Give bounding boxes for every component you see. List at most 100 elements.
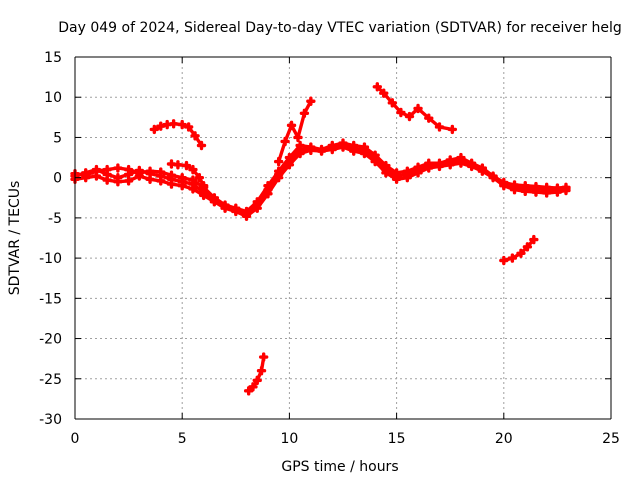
data-point — [402, 169, 413, 180]
data-point — [424, 160, 434, 171]
y-tick-label: -15 — [39, 291, 62, 307]
data-point — [434, 160, 445, 170]
data-point — [113, 163, 123, 173]
data-point — [507, 253, 518, 263]
x-tick-label: 15 — [388, 431, 406, 447]
data-point — [531, 184, 541, 194]
data-point — [413, 103, 423, 114]
data-point — [447, 124, 458, 135]
data-point — [381, 164, 391, 175]
data-point — [520, 183, 530, 193]
series-arc-3 — [70, 140, 571, 219]
data-point — [391, 171, 402, 181]
axes — [74, 56, 612, 420]
data-point — [145, 168, 155, 179]
data-point — [241, 209, 252, 219]
y-tick-label: -5 — [48, 211, 62, 227]
grid — [75, 57, 611, 419]
data-point — [522, 242, 533, 252]
data-point — [156, 121, 166, 131]
data-point — [196, 140, 207, 151]
data-point — [248, 382, 258, 392]
data-point — [256, 366, 267, 376]
x-tick-label: 0 — [71, 431, 80, 447]
data-point — [295, 144, 305, 155]
data-point — [396, 107, 406, 118]
data-point — [379, 88, 389, 98]
y-tick-labels: -30 -25 -20 -15 -10 -5 0 5 10 15 — [39, 50, 62, 428]
data-point — [293, 132, 303, 143]
data-point — [349, 144, 359, 154]
data-point — [370, 153, 380, 164]
y-tick-label: -25 — [39, 372, 62, 388]
data-point — [338, 140, 348, 151]
data-point — [280, 136, 290, 147]
data-point — [181, 160, 192, 171]
data-point — [488, 172, 498, 182]
x-tick-label: 5 — [178, 431, 187, 447]
data-point — [404, 111, 415, 122]
series-arc-8 — [499, 234, 539, 266]
data-point — [316, 145, 327, 156]
data-point — [516, 248, 526, 258]
series-arc-7 — [372, 82, 458, 135]
data-point — [477, 164, 488, 175]
data-point — [123, 169, 134, 180]
data-point — [434, 122, 445, 132]
data-point — [284, 156, 295, 167]
y-tick-label: -30 — [39, 412, 62, 428]
data-point — [387, 98, 398, 108]
data-point — [156, 171, 166, 181]
data-point — [306, 96, 316, 106]
data-point — [327, 142, 337, 152]
data-point — [173, 160, 183, 170]
data-point — [243, 386, 254, 396]
data-point — [190, 131, 200, 141]
data-point — [113, 172, 123, 183]
data-point — [252, 199, 262, 209]
series-arc-4 — [166, 159, 209, 191]
data-point — [198, 181, 209, 191]
data-point — [509, 182, 520, 193]
data-point — [220, 201, 230, 212]
data-point — [359, 145, 370, 156]
data-point — [149, 124, 160, 135]
data-point — [231, 205, 241, 215]
y-tick-label: 5 — [53, 130, 62, 146]
data-point — [456, 156, 466, 166]
y-tick-label: 0 — [53, 171, 62, 187]
data-point — [188, 179, 198, 189]
data-point — [372, 82, 383, 92]
data-point — [81, 168, 91, 178]
y-tick-label: -10 — [39, 251, 62, 267]
x-tick-label: 10 — [280, 431, 298, 447]
data-point — [424, 113, 434, 123]
data-point — [252, 375, 262, 386]
data-point — [188, 164, 198, 175]
data-point — [209, 195, 220, 205]
x-axis-label: GPS time / hours — [281, 459, 398, 475]
data-point — [102, 169, 112, 180]
data-point — [552, 185, 563, 195]
data-point — [286, 120, 297, 131]
y-tick-label: 10 — [44, 90, 62, 106]
data-point — [177, 176, 187, 187]
data-point — [529, 234, 539, 245]
series-layer — [70, 82, 571, 396]
data-point — [166, 174, 177, 184]
data-point — [273, 156, 284, 167]
x-tick-labels: 0 5 10 15 20 25 — [71, 431, 620, 447]
data-point — [134, 165, 145, 176]
data-point — [168, 119, 179, 129]
series-arc-6 — [149, 119, 207, 151]
data-point — [194, 172, 205, 183]
data-point — [177, 119, 187, 130]
data-point — [306, 144, 316, 154]
data-point — [561, 184, 571, 194]
data-point — [258, 352, 269, 362]
y-axis-label: SDTVAR / TECUs — [7, 181, 23, 296]
data-point — [466, 160, 477, 170]
data-point — [413, 164, 423, 175]
